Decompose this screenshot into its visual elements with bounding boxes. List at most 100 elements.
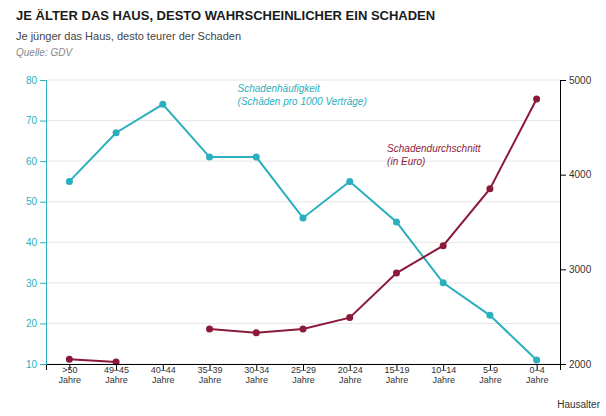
- x-tick-label: 35–39Jahre: [198, 365, 223, 385]
- y-tick-mark: [40, 283, 46, 284]
- x-tick-label: 40–44Jahre: [151, 365, 176, 385]
- x-tick-label: 10–14Jahre: [431, 365, 456, 385]
- y-tick: 30: [26, 278, 46, 289]
- y-tick: 20: [26, 318, 46, 329]
- series-point: [393, 270, 400, 277]
- y-tick-label: 10: [26, 359, 38, 370]
- text-line: Jahre: [199, 375, 222, 385]
- y-tick: 80: [26, 75, 46, 86]
- y2-axis: 2000 3000 4000 5000: [560, 75, 592, 370]
- text-line: 49–45: [104, 365, 129, 375]
- text-line: (Schäden pro 1000 Verträge): [238, 96, 367, 107]
- series-label: Schadenhäufigkeit (Schäden pro 1000 Vertr…: [238, 83, 367, 107]
- y-tick-mark: [40, 80, 46, 81]
- y-tick: 50: [26, 196, 46, 207]
- text-line: Jahre: [339, 375, 362, 385]
- series-line: [69, 99, 536, 362]
- x-tick: 30–34Jahre: [244, 364, 269, 385]
- text-line: Jahre: [479, 375, 502, 385]
- text-line: Jahre: [292, 375, 315, 385]
- y-tick-mark: [40, 161, 46, 162]
- grid-line: [46, 323, 560, 324]
- text-line: Schadenhäufigkeit: [238, 83, 322, 94]
- text-line: 0–4: [530, 365, 545, 375]
- y2-tick-label: 5000: [569, 75, 592, 86]
- series-point: [300, 325, 307, 332]
- text-line: Jahre: [246, 375, 269, 385]
- y-tick-label: 60: [26, 156, 38, 167]
- y2-tick: 3000: [560, 264, 592, 275]
- series-point: [66, 356, 73, 363]
- series-point: [346, 178, 353, 185]
- x-tick: 0–4Jahre: [526, 364, 549, 385]
- y2-tick-mark: [560, 175, 566, 176]
- x-tick: 10–14Jahre: [431, 364, 456, 385]
- y-tick: 10: [26, 359, 46, 370]
- x-tick-label: 15–19Jahre: [384, 365, 409, 385]
- grid-line: [46, 242, 560, 243]
- y2-tick-label: 3000: [569, 264, 592, 275]
- grid-line: [46, 80, 560, 81]
- series-point: [533, 356, 540, 363]
- x-tick: 15–19Jahre: [384, 364, 409, 385]
- y-tick-label: 40: [26, 237, 38, 248]
- y2-tick: 5000: [560, 75, 592, 86]
- x-tick-label: 30–34Jahre: [244, 365, 269, 385]
- series-point: [159, 101, 166, 108]
- marks: [66, 95, 540, 364]
- text-line: Jahre: [432, 375, 455, 385]
- series-label: Schadendurchschnitt(in Euro): [387, 143, 482, 167]
- x-tick: 40–44Jahre: [151, 364, 176, 385]
- text-line: >50: [62, 365, 77, 375]
- series-point: [206, 325, 213, 332]
- y-tick-mark: [40, 323, 46, 324]
- y2-axis-line: [561, 81, 567, 365]
- series-point: [440, 279, 447, 286]
- x-tick: 25–29Jahre: [291, 364, 316, 385]
- x-tick-label: 25–29Jahre: [291, 365, 316, 385]
- series-point: [300, 214, 307, 221]
- text-line: Jahre: [152, 375, 175, 385]
- grid-line: [46, 282, 560, 283]
- text-line: Jahre: [105, 375, 128, 385]
- y2-tick-mark: [560, 80, 566, 81]
- text-line: 20–24: [338, 365, 363, 375]
- y2-tick-mark: [560, 269, 566, 270]
- series-point: [486, 312, 493, 319]
- x-tick-label: 49–45Jahre: [104, 365, 129, 385]
- series-point: [66, 178, 73, 185]
- y-tick: 40: [26, 237, 46, 248]
- x-tick: 49–45Jahre: [104, 364, 129, 385]
- x-tick-label: >50Jahre: [59, 365, 82, 385]
- series-point: [113, 359, 120, 364]
- series-point: [253, 329, 260, 336]
- x-tick: 5–9Jahre: [479, 364, 502, 385]
- y-axis-line: [40, 81, 47, 365]
- y2-tick: 4000: [560, 169, 592, 180]
- y-tick: 70: [26, 115, 46, 126]
- y-tick-mark: [40, 242, 46, 243]
- text-line: Jahre: [386, 375, 409, 385]
- y-tick-label: 30: [26, 278, 38, 289]
- text-line: 25–29: [291, 365, 316, 375]
- y2-tick-label: 4000: [569, 169, 592, 180]
- series-point: [346, 314, 353, 321]
- y-tick-label: 80: [26, 75, 38, 86]
- y2-tick: 2000: [560, 359, 592, 370]
- y-tick-label: 50: [26, 196, 38, 207]
- text-line: 35–39: [198, 365, 223, 375]
- subtitle: Je jünger das Haus, desto teurer der Sch…: [16, 30, 241, 42]
- grid-line: [46, 120, 560, 121]
- x-tick: >50Jahre: [59, 364, 82, 385]
- grid-line: [46, 201, 560, 202]
- x-tick: 35–39Jahre: [198, 364, 223, 385]
- x-tick-label: 0–4Jahre: [526, 365, 549, 385]
- series-point: [206, 154, 213, 161]
- x-axis-title: Hausalter: [557, 399, 600, 410]
- source: Quelle: GDV: [16, 47, 73, 58]
- series-point: [113, 129, 120, 136]
- y-tick: 60: [26, 156, 46, 167]
- text-line: Schadendurchschnitt: [387, 143, 482, 154]
- x-tick: 20–24Jahre: [338, 364, 363, 385]
- y-tick-label: 20: [26, 318, 38, 329]
